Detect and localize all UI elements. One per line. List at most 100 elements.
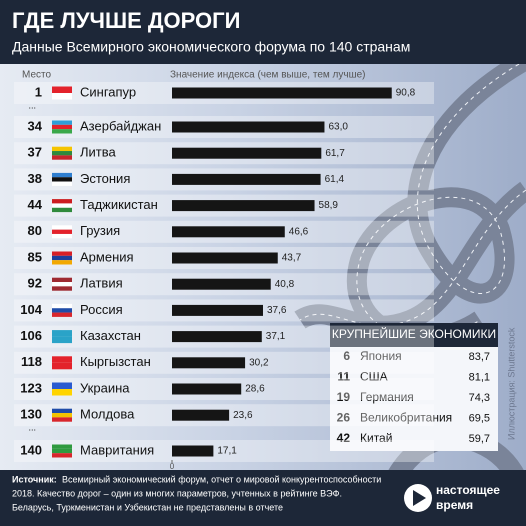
flag-stripe (52, 120, 72, 125)
flag-stripe (52, 444, 72, 449)
flag-stripe (52, 286, 72, 291)
flag-stripe (52, 233, 72, 239)
flag-stripe (52, 330, 72, 337)
y-tick-label: Украина (80, 380, 130, 395)
logo-text: настоящее (436, 483, 500, 497)
y-tick-label: Латвия (80, 276, 123, 291)
inset-rank: 42 (337, 431, 351, 445)
value-label: 37,6 (267, 305, 287, 316)
y-tick-label: Мавритания (80, 442, 154, 457)
flag-stripe (52, 336, 72, 344)
flag-stripe (52, 155, 72, 160)
rank: 104 (20, 302, 42, 317)
logo-play (413, 490, 426, 506)
rank: 92 (28, 276, 42, 291)
value-label: 90,8 (396, 88, 416, 99)
inset-value: 59,7 (469, 433, 490, 445)
flag-stripe (52, 229, 72, 234)
flag-stripe (52, 308, 72, 313)
flag-stripe (52, 362, 72, 370)
inset-rank: 6 (343, 349, 350, 363)
credit: Иллюстрация: Shutterstock (506, 327, 516, 440)
y-tick-label: Сингапур (80, 84, 136, 99)
value-label: 63,0 (328, 122, 348, 133)
flag-stripe (52, 413, 72, 418)
rank: 34 (28, 118, 43, 133)
value-label: 61,7 (325, 148, 345, 159)
flag-stripe (52, 448, 72, 454)
flag-stripe (52, 124, 72, 130)
source-line: Беларусь, Туркменистан и Узбекистан не п… (12, 502, 283, 512)
title: ГДЕ ЛУЧШЕ ДОРОГИ (12, 8, 240, 33)
bar (172, 121, 325, 133)
inset-country: Великобритания (360, 411, 452, 425)
flag-stripe (52, 225, 72, 230)
footer-band (0, 470, 526, 526)
inset-country: Япония (360, 349, 402, 363)
flag-stripe (52, 382, 72, 389)
bar (172, 445, 214, 457)
source-line: 2018. Качество дорог – один из многих па… (12, 488, 342, 498)
flag-stripe (52, 255, 72, 261)
rank: 123 (20, 380, 42, 395)
row-band (14, 440, 434, 462)
rank: 130 (20, 407, 42, 422)
bar (172, 278, 271, 290)
y-tick-label: Литва (80, 145, 117, 160)
source-label: Источник: (12, 474, 57, 484)
flag-stripe (52, 312, 72, 317)
inset-value: 81,1 (469, 371, 490, 383)
inset-rows: 6 Япония 83,7 11 США 81,1 19 Германия 74,3 26 Вели… (337, 349, 490, 445)
flag-stripe (52, 177, 72, 182)
value-label: 40,8 (275, 279, 295, 290)
flag-stripe (52, 356, 72, 363)
bar (172, 200, 315, 212)
bar (172, 383, 242, 395)
value-label: 37,1 (266, 331, 286, 342)
value-label: 46,6 (289, 226, 309, 237)
bar (172, 147, 322, 159)
rank: 38 (28, 171, 42, 186)
rank: 1 (35, 84, 42, 99)
flag-stripe (52, 303, 72, 309)
road-markings (299, 59, 526, 339)
inset-country: Китай (360, 431, 392, 445)
y-tick-label: Казахстан (80, 328, 141, 343)
rank: 44 (28, 197, 43, 212)
flag-stripe (52, 417, 72, 422)
value-label: 23,6 (233, 410, 253, 421)
value-label: 17,1 (217, 446, 237, 457)
flag-stripe (52, 151, 72, 156)
bar (172, 173, 321, 185)
inset-rank: 19 (337, 390, 351, 404)
flag-stripe (52, 203, 72, 208)
y-tick-label: Армения (80, 249, 134, 264)
y-tick-label: Кыргызстан (80, 354, 151, 369)
rank: 37 (28, 145, 42, 160)
rank-gap: ... (28, 423, 36, 433)
x-tick-label: 0 (170, 462, 175, 471)
inset-rank: 26 (337, 411, 351, 425)
bar (172, 331, 262, 343)
inset-value: 69,5 (469, 412, 490, 424)
inset-country: Германия (360, 390, 414, 404)
rank: 106 (20, 328, 42, 343)
bar (172, 304, 263, 316)
flag-stripe (52, 389, 72, 396)
bar (172, 409, 230, 421)
flag-stripe (52, 146, 72, 152)
y-tick-label: Россия (80, 302, 123, 317)
flag-stripe (52, 181, 72, 186)
subtitle: Данные Всемирного экономического форума … (12, 39, 410, 55)
x-axis-label: Значение индекса (чем выше, тем лучше) (170, 70, 366, 81)
value-label: 28,6 (245, 384, 265, 395)
flag-stripe (52, 282, 72, 287)
inset-header (330, 323, 498, 347)
inset-country: США (360, 370, 388, 384)
value-label: 30,2 (249, 357, 269, 368)
rank-gap: ... (28, 100, 36, 110)
flag-stripe (52, 260, 72, 265)
y-tick-label: Молдова (80, 407, 135, 422)
value-label: 61,4 (325, 174, 345, 185)
